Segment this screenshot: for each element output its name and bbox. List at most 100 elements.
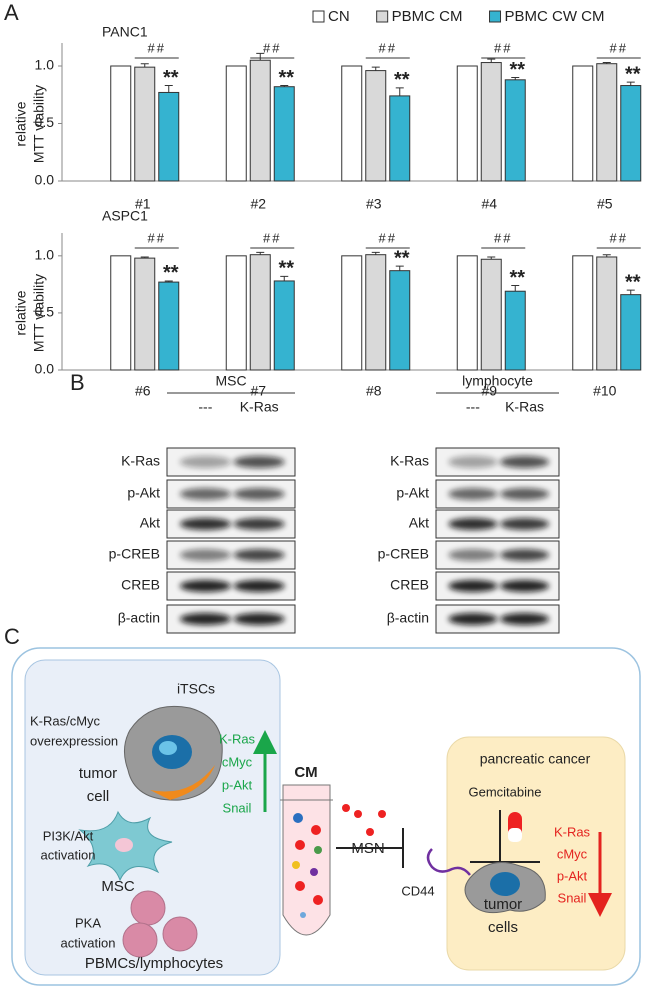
bar: [456, 65, 478, 182]
blot-band: [448, 456, 498, 468]
blot-band: [179, 580, 231, 592]
blot-band: [179, 488, 231, 500]
significance-label: **: [394, 69, 410, 91]
nucleus: [159, 741, 177, 755]
bar: [225, 255, 247, 371]
blot-title: lymphocyte: [462, 373, 533, 389]
row-label: p-CREB: [378, 546, 429, 562]
significance-label: ##: [379, 40, 397, 55]
vesicle: [311, 825, 321, 835]
x-tick-label: #1: [135, 196, 151, 212]
error-bar: [140, 256, 149, 259]
vesicle: [314, 846, 322, 854]
blot-band: [179, 613, 231, 625]
error-bar: [395, 265, 404, 271]
row-label: K-Ras: [390, 453, 429, 469]
x-tick-label: #5: [597, 196, 613, 212]
significance-label: **: [163, 262, 179, 284]
nucleus: [115, 838, 133, 852]
row-label: Akt: [140, 515, 160, 531]
itsc-box: [24, 659, 281, 976]
error-bar: [256, 52, 265, 61]
bar: [110, 65, 132, 182]
x-tick-label: #4: [481, 196, 497, 212]
lane-label: ---: [466, 399, 480, 415]
blot-band: [499, 580, 550, 592]
bar: [134, 257, 156, 371]
row-label: p-Akt: [127, 485, 160, 501]
blot-band: [448, 613, 498, 625]
marker: K-Ras: [554, 824, 591, 839]
marker: Snail: [223, 800, 252, 815]
error-bar: [626, 289, 635, 295]
error-bar: [140, 63, 149, 68]
lane-label: ---: [198, 399, 212, 415]
lane-label: K-Ras: [505, 399, 544, 415]
chart-title: PANC1: [102, 24, 148, 40]
blot-band: [233, 518, 285, 530]
significance-label: **: [394, 247, 410, 269]
error-bar: [280, 85, 289, 87]
significance-label: **: [625, 271, 641, 293]
label: cells: [488, 919, 518, 936]
panel-label: C: [4, 624, 20, 649]
y-tick-label: 0.0: [35, 172, 55, 188]
title: pancreatic cancer: [480, 751, 591, 767]
bar: [273, 280, 295, 371]
text: activation: [41, 847, 96, 862]
significance-label: **: [509, 267, 525, 289]
label: MSN: [351, 840, 384, 857]
significance-label: ##: [148, 230, 166, 245]
bar: [273, 86, 295, 182]
bar: [110, 255, 132, 371]
error-bar: [371, 66, 380, 71]
lane-label: K-Ras: [240, 399, 279, 415]
blot-band: [233, 549, 285, 561]
error-bar: [164, 280, 173, 283]
x-tick-label: #10: [593, 383, 617, 399]
legend-swatch: [489, 10, 502, 23]
blot-band: [448, 580, 498, 592]
label: CD44: [401, 883, 434, 898]
bar: [225, 65, 247, 182]
significance-label: **: [278, 258, 294, 280]
row-label: p-CREB: [109, 546, 160, 562]
error-bar: [511, 285, 520, 292]
y-axis-label: MTT viability: [31, 274, 47, 352]
tube: [282, 784, 331, 936]
bar: [480, 62, 502, 182]
cancer-box: [446, 736, 626, 971]
y-tick-label: 0.5: [35, 114, 55, 130]
error-bar: [487, 58, 496, 63]
error-bar: [602, 254, 611, 257]
bar: [504, 290, 526, 371]
title: iTSCs: [177, 681, 215, 697]
blot-band: [499, 549, 550, 561]
blot-band: [448, 549, 498, 561]
panel-label: B: [70, 370, 85, 395]
y-axis-label: relative: [13, 101, 29, 146]
blot-band: [448, 518, 498, 530]
significance-label: ##: [263, 230, 281, 245]
bar: [134, 66, 156, 182]
error-bar: [511, 77, 520, 80]
chart-title: ASPC1: [102, 208, 148, 224]
row-label: p-Akt: [396, 485, 429, 501]
row-label: CREB: [121, 577, 160, 593]
vesicle: [293, 813, 303, 823]
panel-label: A: [4, 0, 19, 25]
bar: [365, 254, 387, 371]
pbmc: [130, 890, 166, 926]
x-tick-label: #7: [250, 383, 266, 399]
bar: [249, 59, 271, 182]
blot-band: [179, 549, 231, 561]
row-label: β-actin: [118, 610, 160, 626]
blot-band: [499, 518, 550, 530]
blot-band: [179, 456, 231, 468]
bar: [389, 95, 411, 182]
marker: cMyc: [557, 846, 588, 861]
significance-label: ##: [148, 40, 166, 55]
label: Gemcitabine: [469, 784, 542, 799]
y-tick-label: 1.0: [35, 247, 55, 263]
